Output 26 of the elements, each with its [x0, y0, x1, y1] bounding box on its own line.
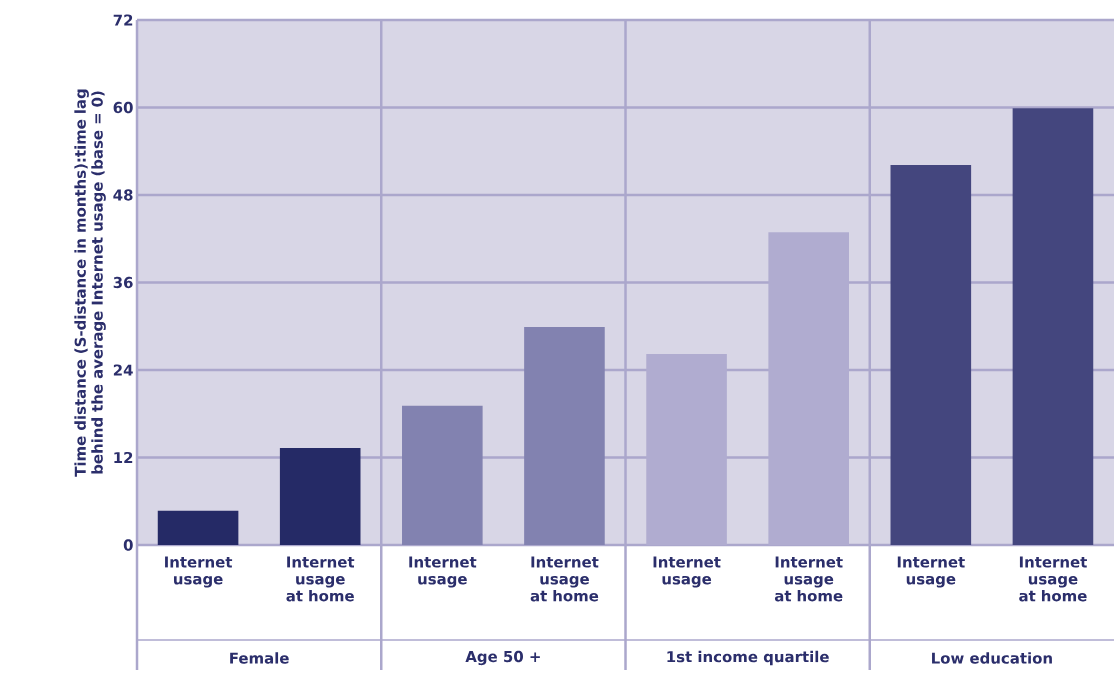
y-tick-label: 72: [113, 14, 133, 26]
text: 1st income quartile: [667, 650, 829, 666]
x-tick-label: Internet usage: [165, 556, 233, 588]
y-axis-title: Time distance (S-distance in months):time lag behind the average Internet usage (base = 0): [74, 89, 106, 477]
bar: [524, 326, 605, 545]
x-tick-label: Internet usage: [409, 556, 477, 588]
bar: [157, 510, 239, 545]
bar: [1012, 108, 1094, 545]
text: Age 50 +: [465, 650, 540, 666]
x-tick-label: Internet usage: [897, 556, 965, 588]
y-tick-label: 0: [123, 539, 133, 551]
x-tick-label: Internet usage at home: [286, 556, 355, 602]
y-tick-label: 36: [113, 276, 133, 289]
bar: [279, 448, 361, 545]
x-tick-label: Internet usage at home: [774, 556, 843, 602]
text: Low education: [932, 652, 1052, 664]
text: Female: [230, 652, 289, 664]
x-tick-label: Internet usage: [653, 556, 721, 588]
y-tick-label: 24: [113, 364, 133, 376]
x-tick-label: Internet usage at home: [1019, 556, 1087, 602]
y-tick-label: 48: [113, 189, 133, 201]
bar: [402, 405, 483, 545]
y-tick-label: 60: [113, 101, 133, 114]
bar: [890, 165, 972, 545]
x-tick-label: Internet usage at home: [530, 556, 599, 602]
y-tick-label: 12: [114, 451, 133, 464]
